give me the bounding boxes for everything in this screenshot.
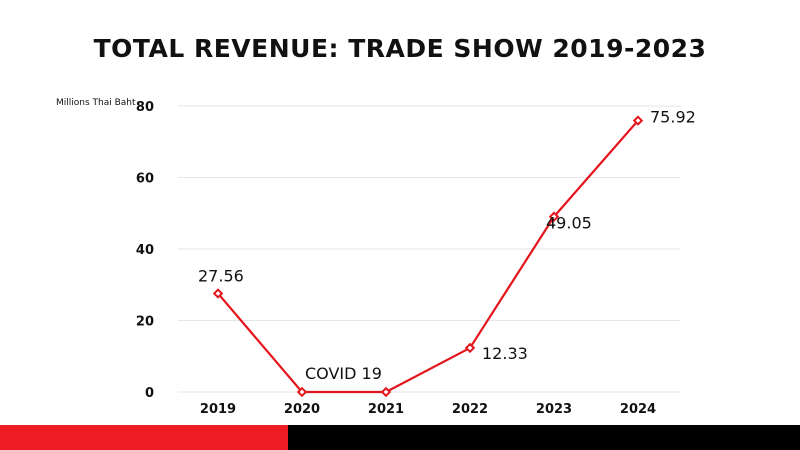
- y-axis-unit-label: Millions Thai Baht: [56, 98, 136, 108]
- data-label: 49.05: [546, 214, 592, 233]
- y-tick-label: 0: [145, 386, 154, 401]
- line-segment: [468, 215, 556, 350]
- y-tick-label: 60: [136, 172, 154, 187]
- x-tick-label: 2023: [536, 402, 572, 417]
- data-point-marker: [380, 386, 392, 398]
- x-tick-label: 2021: [368, 402, 404, 417]
- data-label: 27.56: [198, 266, 244, 285]
- annotation-label: COVID 19: [305, 364, 382, 383]
- series-line: [216, 119, 640, 394]
- y-axis-ticks: 0 20 40 60 80: [136, 100, 154, 401]
- x-tick-label: 2020: [284, 402, 320, 417]
- data-label: 75.92: [650, 108, 696, 127]
- x-tick-label: 2019: [200, 402, 236, 417]
- x-tick-label: 2022: [452, 402, 488, 417]
- y-tick-label: 20: [136, 315, 154, 330]
- line-segment: [384, 346, 472, 394]
- data-point-marker: [464, 342, 476, 354]
- line-segment: [216, 292, 304, 394]
- y-tick-label: 80: [136, 100, 154, 115]
- footer-bar-red: [0, 425, 288, 450]
- y-tick-label: 40: [136, 243, 154, 258]
- data-point-marker: [632, 115, 644, 126]
- data-point-marker: [296, 386, 308, 398]
- data-label: 12.33: [482, 344, 528, 363]
- line-segment: [552, 119, 640, 218]
- data-point-marker: [548, 211, 560, 222]
- footer-bar-black: [288, 425, 800, 450]
- x-axis-ticks: 2019 2020 2021 2022 2023 2024: [200, 402, 656, 417]
- chart-title: TOTAL REVENUE: TRADE SHOW 2019-2023: [93, 34, 707, 63]
- series-markers: [212, 115, 644, 398]
- gridlines: [178, 105, 680, 393]
- data-labels: 27.56 12.33 49.05 75.92 COVID 19: [198, 108, 696, 383]
- x-tick-label: 2024: [620, 402, 656, 417]
- data-point-marker: [212, 288, 224, 299]
